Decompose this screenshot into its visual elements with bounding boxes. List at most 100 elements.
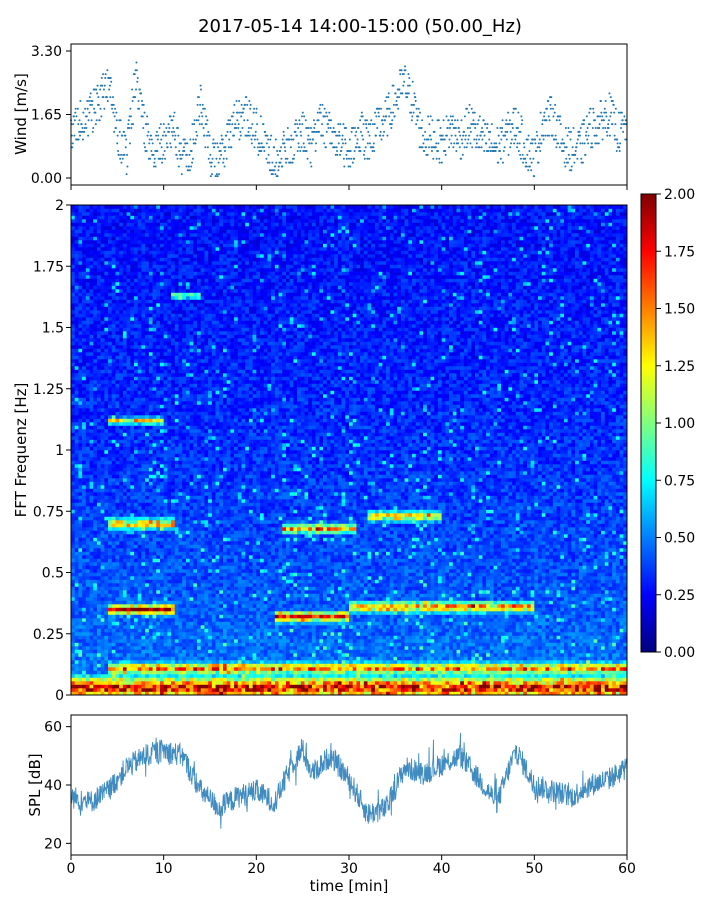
spectrogram-cell [145, 401, 150, 405]
spectrogram-cell [82, 215, 87, 220]
spectrogram-cell [82, 460, 87, 465]
spectrogram-cell [108, 691, 113, 696]
spectrogram-cell [104, 586, 109, 591]
spectrogram-cell [71, 502, 76, 507]
wind-point [131, 88, 134, 91]
spectrogram-cell [134, 481, 139, 486]
spectrogram-cell [122, 439, 127, 444]
spectrogram-cell [137, 471, 142, 475]
spectrogram-cell [119, 632, 124, 636]
spectrogram-cell [152, 310, 157, 314]
spectrogram-cell [148, 233, 153, 237]
spectrogram-cell [152, 572, 157, 577]
spectrogram-cell [85, 303, 90, 307]
spectrogram-cell [93, 229, 98, 234]
spectrogram-cell [156, 492, 161, 496]
wind-point [142, 103, 145, 106]
spectrogram-cell [78, 226, 83, 230]
wind-point [109, 76, 112, 79]
spectrogram-cell [104, 509, 109, 514]
spectrogram-cell [152, 341, 157, 346]
spectrogram-cell [71, 632, 76, 636]
spectrogram-cell [137, 544, 142, 549]
spectrogram-cell [115, 572, 120, 577]
spectrogram-cell [108, 418, 113, 423]
wind-point [115, 119, 118, 122]
spectrogram-cell [108, 597, 113, 601]
spectrogram-cell [96, 352, 101, 356]
wind-point [605, 115, 608, 118]
spectrogram-cell [152, 457, 157, 461]
wind-point [461, 142, 464, 145]
spectrogram-cell [82, 289, 87, 293]
spectrogram-cell [111, 394, 116, 398]
spectrogram-cell [137, 257, 142, 262]
spectrogram-cell [156, 523, 161, 528]
spectrogram-cell [137, 635, 142, 640]
spectrogram-cell [71, 310, 76, 314]
wind-point [195, 130, 198, 133]
spectrogram-cell [119, 208, 124, 213]
spectrogram-cell [74, 324, 79, 328]
spectrogram-cell [100, 250, 105, 255]
spectrogram-cell [85, 674, 90, 678]
spectrogram-cell [156, 376, 161, 381]
spectrogram-cell [111, 551, 116, 556]
spectrogram-cell [119, 530, 124, 535]
spectrogram-cell [82, 485, 87, 489]
wind-point [259, 115, 262, 118]
spectrogram-cell [130, 530, 135, 535]
wind-point [216, 142, 219, 145]
spectrogram-cell [111, 292, 116, 297]
spectrogram-cell [71, 471, 76, 475]
spectrogram-cell [163, 261, 168, 265]
spectrogram-cell [115, 639, 120, 643]
spectrogram-cell [134, 278, 139, 283]
spectrogram-cell [134, 667, 139, 671]
spectrogram-cell [96, 506, 101, 510]
spectrogram-cell [134, 432, 139, 437]
spectrogram-cell [152, 425, 157, 430]
spectrogram-cell [108, 541, 113, 545]
spectrogram-cell [134, 611, 139, 615]
spectrogram-cell [159, 271, 164, 276]
spectrogram-cell [104, 275, 109, 279]
spectrogram-cell [137, 537, 142, 542]
spectrogram-cell [152, 432, 157, 437]
spectrogram-cell [74, 481, 79, 486]
spectrogram-cell [134, 509, 139, 514]
spectrogram-cell [119, 618, 124, 622]
spectrogram-cell [111, 541, 116, 545]
spectrogram-cell [71, 257, 76, 262]
spectrogram-cell [115, 348, 120, 353]
spectrogram-cell [122, 320, 127, 325]
spectrogram-cell [108, 537, 113, 542]
spectrogram-cell [126, 628, 131, 633]
spectrogram-cell [163, 642, 168, 647]
spectrogram-cell [137, 611, 142, 615]
spectrogram-cell [159, 544, 164, 549]
spectrogram-cell [100, 383, 105, 388]
spectrogram-cell [111, 453, 116, 458]
spectrogram-cell [89, 614, 94, 619]
spectrogram-cell [85, 205, 90, 209]
spectrogram-cell [89, 677, 94, 682]
spectrogram-cell [96, 646, 101, 650]
wind-point [494, 150, 497, 153]
spectrogram-cell [145, 551, 150, 556]
spectrogram-cell [71, 254, 76, 258]
spectrogram-cell [159, 649, 164, 654]
spectrogram-cell [122, 600, 127, 605]
spectrogram-cell [119, 289, 124, 293]
spectrogram-cell [111, 282, 116, 286]
spectrogram-cell [119, 408, 124, 412]
spectrogram-cell [152, 677, 157, 682]
wind-point [83, 126, 86, 129]
spectrogram-cell [156, 404, 161, 409]
spectrogram-cell [119, 341, 124, 346]
spectrogram-cell [156, 583, 161, 587]
spectrogram-cell [89, 607, 94, 612]
spectrogram-cell [82, 338, 87, 342]
spectrogram-cell [119, 359, 124, 363]
spectrogram-cell [108, 317, 113, 321]
